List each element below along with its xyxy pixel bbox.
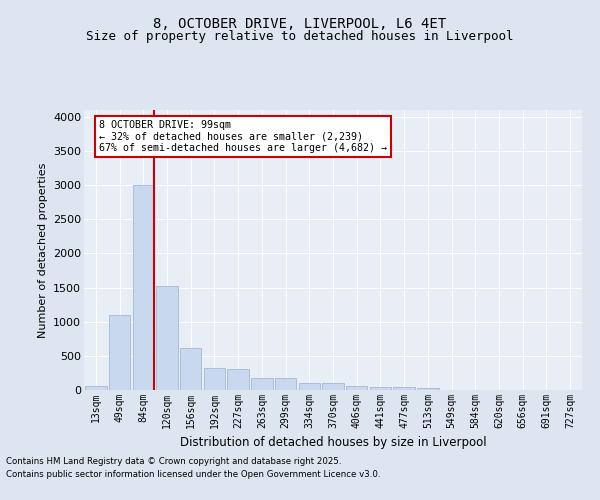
Bar <box>370 388 391 390</box>
Bar <box>346 386 367 390</box>
Bar <box>275 378 296 390</box>
Bar <box>227 369 249 390</box>
X-axis label: Distribution of detached houses by size in Liverpool: Distribution of detached houses by size … <box>179 436 487 450</box>
Bar <box>417 388 439 390</box>
Bar <box>299 383 320 390</box>
Bar <box>322 383 344 390</box>
Bar <box>204 368 225 390</box>
Text: 8, OCTOBER DRIVE, LIVERPOOL, L6 4ET: 8, OCTOBER DRIVE, LIVERPOOL, L6 4ET <box>154 18 446 32</box>
Bar <box>180 348 202 390</box>
Text: Contains public sector information licensed under the Open Government Licence v3: Contains public sector information licen… <box>6 470 380 479</box>
Text: Contains HM Land Registry data © Crown copyright and database right 2025.: Contains HM Land Registry data © Crown c… <box>6 458 341 466</box>
Bar <box>109 315 130 390</box>
Text: 8 OCTOBER DRIVE: 99sqm
← 32% of detached houses are smaller (2,239)
67% of semi-: 8 OCTOBER DRIVE: 99sqm ← 32% of detached… <box>99 120 387 153</box>
Bar <box>251 378 272 390</box>
Bar <box>85 386 107 390</box>
Text: Size of property relative to detached houses in Liverpool: Size of property relative to detached ho… <box>86 30 514 43</box>
Bar <box>157 286 178 390</box>
Y-axis label: Number of detached properties: Number of detached properties <box>38 162 47 338</box>
Bar <box>133 185 154 390</box>
Bar <box>394 388 415 390</box>
